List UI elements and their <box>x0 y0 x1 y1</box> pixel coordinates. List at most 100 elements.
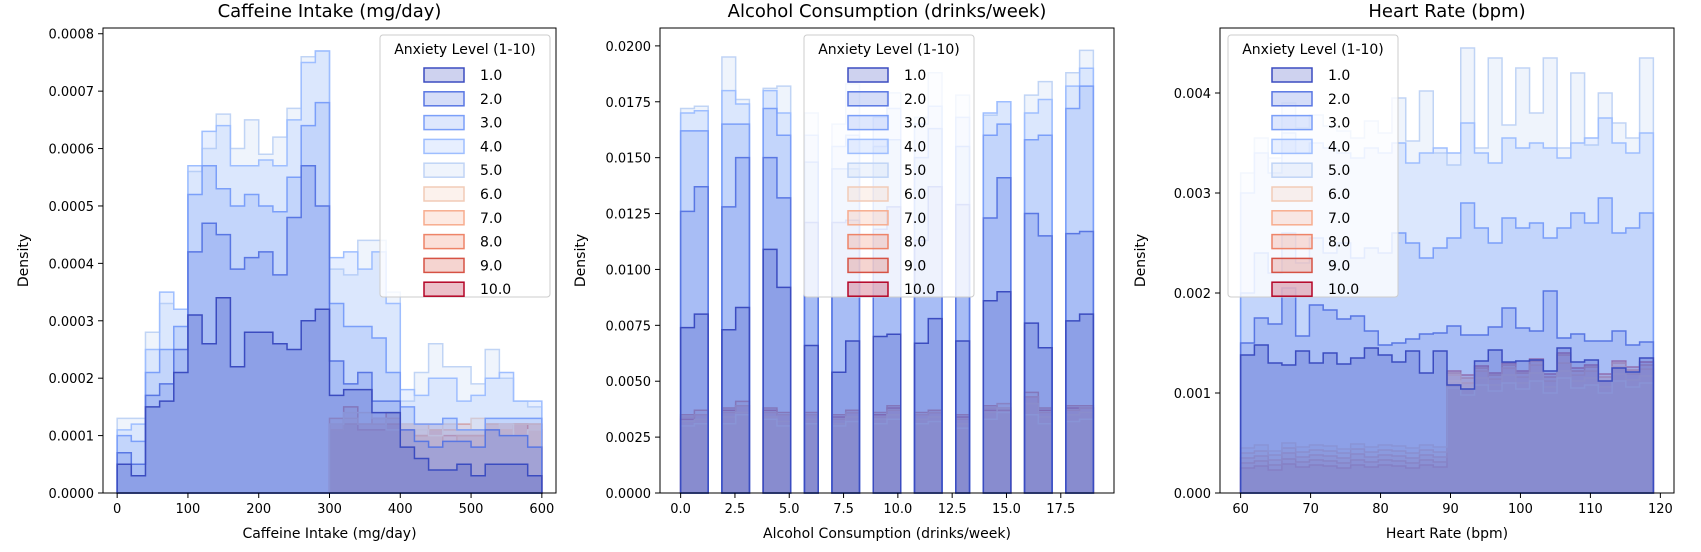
chart-2-legend-label-5-0: 5.0 <box>904 163 926 179</box>
chart-2-axes-frame <box>659 27 1115 494</box>
chart-2-ytick-label: 0.0125 <box>606 208 652 223</box>
chart-3-ytick-label: 0.002 <box>1174 287 1211 302</box>
chart-2-xlabel: Alcohol Consumption (drinks/week) <box>763 526 1011 542</box>
chart-1-series-6-0 <box>328 411 543 494</box>
chart-2-ytick-label: 0.0075 <box>606 319 652 334</box>
chart-3-title: Heart Rate (bpm) <box>1368 1 1525 22</box>
chart-1-legend-swatch-3-0 <box>423 114 465 131</box>
chart-3-legend-title: Anxiety Level (1-10) <box>1242 42 1384 58</box>
chart-1-legend-label-3-0: 3.0 <box>480 116 502 132</box>
chart-3-series-2-0 <box>1239 287 1655 494</box>
chart-3-ylabel: Density <box>1133 234 1149 287</box>
chart-1-xtick-label: 600 <box>529 502 554 517</box>
chart-2-xtick-label: 17.5 <box>1046 502 1075 517</box>
chart-1-xtick-label: 100 <box>176 502 201 517</box>
chart-1-ytick-label: 0.0006 <box>49 143 95 158</box>
chart-3-legend-swatch-2-0 <box>1271 91 1313 107</box>
chart-1-legend-label-1-0: 1.0 <box>480 68 502 84</box>
chart-1-legend-title: Anxiety Level (1-10) <box>394 42 536 58</box>
chart-2-legend-swatch-6-0 <box>847 186 889 202</box>
chart-2-legend: Anxiety Level (1-10) 1.0 2.0 3.0 4.0 5.0 6.0 7.… <box>803 34 975 298</box>
chart-1-legend-swatch-5-0 <box>423 162 465 178</box>
chart-3-ytick-label: 0.000 <box>1174 487 1211 502</box>
chart-2-legend-label-6-0: 6.0 <box>904 187 926 203</box>
chart-1-ytick-label: 0.0005 <box>49 200 95 215</box>
chart-1-legend-label-7-0: 7.0 <box>480 211 502 227</box>
chart-3: 60 70 80 90 100 110 120 0.000 0.001 0.002 0.003 0.0… <box>1133 1 1675 542</box>
chart-2-ytick-label: 0.0025 <box>606 431 652 446</box>
chart-2-xtick-label: 2.5 <box>725 502 746 517</box>
chart-3-legend-label-9-0: 9.0 <box>1328 258 1350 274</box>
chart-3-legend-label-1-0: 1.0 <box>1328 68 1350 84</box>
chart-3-legend-swatch-6-0 <box>1271 186 1313 202</box>
chart-3-xtick-label: 70 <box>1302 502 1319 517</box>
chart-3-legend-swatch-8-0 <box>1271 233 1313 250</box>
chart-1-legend-swatch-9-0 <box>423 257 465 274</box>
chart-2-legend-swatch-3-0 <box>847 114 889 131</box>
chart-2-title: Alcohol Consumption (drinks/week) <box>728 1 1047 22</box>
chart-1-legend-label-8-0: 8.0 <box>480 235 502 251</box>
chart-3-xtick-label: 80 <box>1372 502 1389 517</box>
chart-1-ytick-label: 0.0002 <box>49 372 95 387</box>
chart-2-legend-label-1-0: 1.0 <box>904 68 926 84</box>
chart-3-axes-frame <box>1219 27 1675 494</box>
chart-3-xtick-label: 90 <box>1442 502 1459 517</box>
chart-1-legend-box <box>379 34 551 298</box>
chart-1-ytick-label: 0.0003 <box>49 315 95 330</box>
chart-3-legend-swatch-4-0 <box>1271 138 1313 155</box>
chart-2-ytick-label: 0.0050 <box>606 375 652 390</box>
chart-2-ytick-label: 0.0000 <box>606 487 652 502</box>
chart-1-ytick-label: 0.0008 <box>49 28 95 43</box>
chart-2-legend-swatch-5-0 <box>847 162 889 178</box>
chart-1-legend-label-9-0: 9.0 <box>480 258 502 274</box>
chart-1-ytick-label: 0.0000 <box>49 487 95 502</box>
chart-2-ylabel: Density <box>573 234 589 287</box>
chart-3-legend-label-3-0: 3.0 <box>1328 116 1350 132</box>
chart-1-ylabel: Density <box>16 234 32 287</box>
chart-2-xtick-label: 15.0 <box>992 502 1021 517</box>
chart-3-legend-box <box>1227 34 1399 298</box>
chart-1: 0 100 200 300 400 500 600 0.0000 0.0001 0.0002 0.0… <box>16 1 557 542</box>
chart-3-xtick-label: 100 <box>1508 502 1533 517</box>
chart-3-legend-label-8-0: 8.0 <box>1328 235 1350 251</box>
chart-3-legend-label-5-0: 5.0 <box>1328 163 1350 179</box>
chart-3-xtick-label: 60 <box>1232 502 1249 517</box>
chart-3-xlabel: Heart Rate (bpm) <box>1386 526 1508 542</box>
chart-2-xtick-label: 10.0 <box>883 502 912 517</box>
chart-2-ytick-label: 0.0100 <box>606 263 652 278</box>
chart-3-legend-label-7-0: 7.0 <box>1328 211 1350 227</box>
chart-3-ytick-label: 0.003 <box>1174 187 1211 202</box>
chart-2-legend-label-8-0: 8.0 <box>904 235 926 251</box>
chart-1-legend-label-6-0: 6.0 <box>480 187 502 203</box>
chart-3-ytick-label: 0.004 <box>1174 87 1211 102</box>
chart-2-legend-label-7-0: 7.0 <box>904 211 926 227</box>
chart-2-xtick-label: 7.5 <box>833 502 854 517</box>
chart-1-ytick-label: 0.0004 <box>49 257 95 272</box>
chart-2-legend-swatch-4-0 <box>847 138 889 155</box>
chart-1-xtick-label: 500 <box>459 502 484 517</box>
chart-3-legend-swatch-7-0 <box>1271 210 1313 226</box>
chart-3-legend-label-2-0: 2.0 <box>1328 92 1350 108</box>
chart-1-legend-swatch-1-0 <box>423 67 465 83</box>
chart-1-legend-label-5-0: 5.0 <box>480 163 502 179</box>
chart-2-ytick-label: 0.0150 <box>606 152 652 167</box>
chart-1-title: Caffeine Intake (mg/day) <box>218 1 442 22</box>
chart-3-legend-label-10-0: 10.0 <box>1328 282 1359 298</box>
chart-2-legend-box <box>803 34 975 298</box>
chart-1-ytick-label: 0.0007 <box>49 85 95 100</box>
chart-2-xtick-label: 0.0 <box>670 502 691 517</box>
chart-1-ytick-label: 0.0001 <box>49 430 95 445</box>
chart-3-legend-swatch-3-0 <box>1271 114 1313 131</box>
chart-3-legend: Anxiety Level (1-10) 1.0 2.0 3.0 4.0 5.0 6.0 7.… <box>1227 34 1399 298</box>
chart-1-legend-swatch-2-0 <box>423 91 465 107</box>
chart-2-legend-swatch-1-0 <box>847 67 889 83</box>
chart-1-legend-label-4-0: 4.0 <box>480 139 502 155</box>
chart-1-legend-swatch-7-0 <box>423 210 465 226</box>
chart-3-xtick-label: 110 <box>1578 502 1603 517</box>
chart-3-legend-label-6-0: 6.0 <box>1328 187 1350 203</box>
chart-2-legend-label-3-0: 3.0 <box>904 116 926 132</box>
chart-3-legend-swatch-5-0 <box>1271 162 1313 178</box>
chart-2-series-1-0 <box>679 248 1095 494</box>
